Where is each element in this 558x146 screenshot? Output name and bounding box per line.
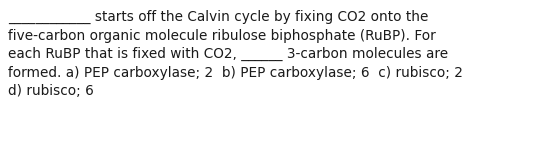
Text: ____________ starts off the Calvin cycle by fixing CO2 onto the
five-carbon orga: ____________ starts off the Calvin cycle… bbox=[8, 10, 463, 98]
